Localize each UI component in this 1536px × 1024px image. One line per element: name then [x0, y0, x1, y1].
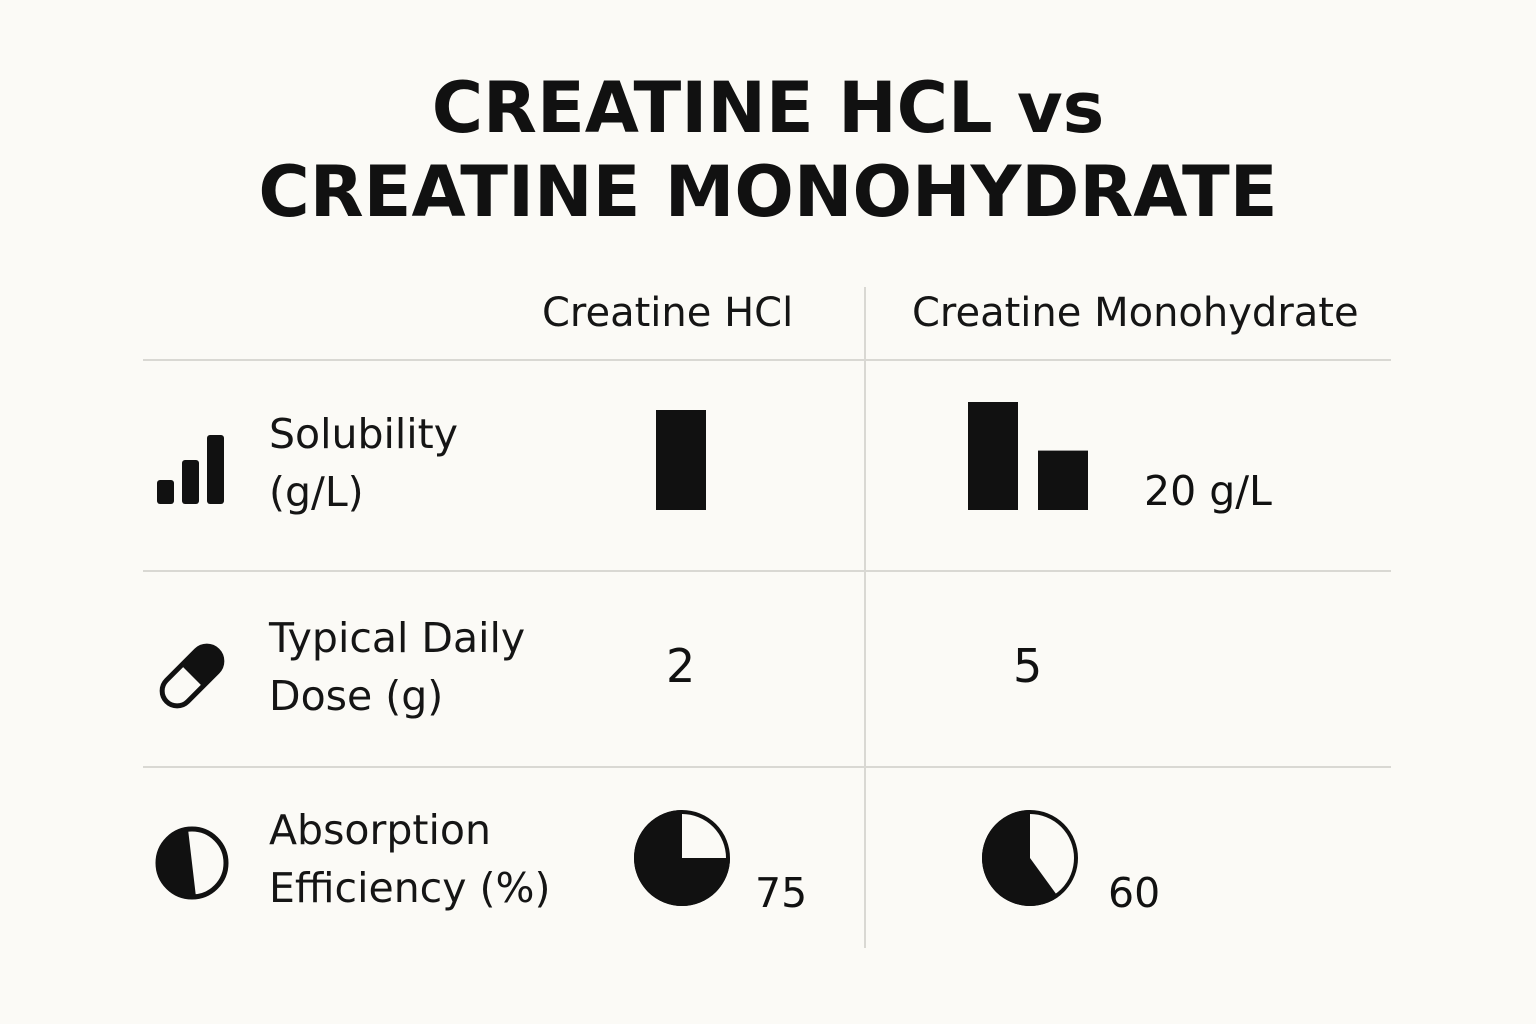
row-label-absorption: Absorption Efficiency (%): [269, 801, 550, 917]
row-label-line-2: Dose (g): [269, 672, 444, 720]
column-divider: [864, 287, 866, 948]
dose-monohydrate-value: 5: [1013, 639, 1043, 693]
row-label-line-1: Absorption: [269, 806, 491, 854]
row-label-line-1: Solubility: [269, 410, 459, 458]
column-header-monohydrate: Creatine Monohydrate: [912, 290, 1359, 336]
row-label-solubility: Solubility (g/L): [269, 405, 458, 521]
solubility-monohydrate-bars: [968, 402, 1088, 510]
row-label-line-2: (g/L): [269, 468, 364, 516]
solubility-hcl-bars: [656, 410, 706, 510]
capsule-icon: [159, 643, 225, 709]
solubility-hcl-bar-1: [656, 410, 706, 510]
dose-hcl-value: 2: [666, 639, 696, 693]
absorption-monohydrate-value: 60: [1108, 869, 1161, 917]
row-label-line-2: Efficiency (%): [269, 864, 551, 912]
row-divider-2: [143, 766, 1391, 768]
bar-chart-icon: [157, 435, 224, 504]
solubility-monohydrate-bar-2: [1038, 450, 1088, 510]
header-divider: [143, 359, 1391, 361]
absorption-hcl-pie-slice: [634, 810, 730, 906]
solubility-monohydrate-bar-1: [968, 402, 1018, 510]
absorption-hcl-value: 75: [755, 869, 808, 917]
row-divider-1: [143, 570, 1391, 572]
solubility-monohydrate-value: 20 g/L: [1144, 467, 1272, 515]
absorption-monohydrate-pie-slice: [982, 810, 1059, 906]
title-line-2: CREATINE MONOHYDRATE: [258, 151, 1278, 233]
half-circle-icon: [155, 826, 229, 900]
absorption-monohydrate-pie: [982, 810, 1078, 906]
column-header-hcl: Creatine HCl: [542, 290, 794, 336]
row-label-daily-dose: Typical Daily Dose (g): [269, 609, 525, 725]
row-label-line-1: Typical Daily: [269, 614, 526, 662]
absorption-hcl-pie: [634, 810, 730, 906]
title-line-1: CREATINE HCL vs: [431, 67, 1105, 149]
